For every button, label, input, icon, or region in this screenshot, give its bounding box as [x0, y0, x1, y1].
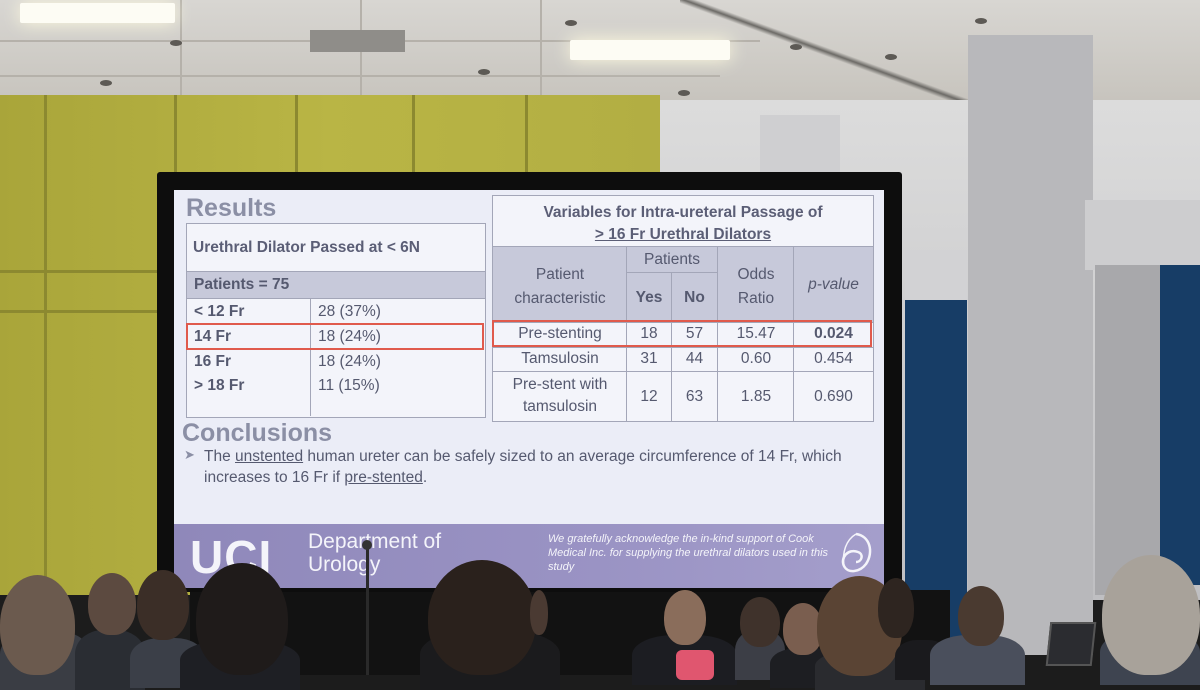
- pillar: [905, 250, 967, 305]
- conclusions-title: Conclusions: [182, 419, 333, 447]
- cell: 0.690: [814, 388, 853, 405]
- col-no: No: [684, 289, 705, 306]
- col-characteristic: Patient characteristic: [514, 266, 606, 307]
- table-row: > 18 Fr 11 (15%): [194, 377, 380, 394]
- cell: 0.024: [814, 325, 853, 342]
- acknowledgement-text: We gratefully acknowledge the in-kind su…: [548, 533, 829, 573]
- col-p: p-value: [808, 276, 859, 293]
- cell: 63: [685, 388, 704, 405]
- highlight-box: [186, 323, 484, 350]
- ceiling-light: [20, 3, 175, 23]
- arrow-bullet-icon: ➤: [184, 447, 195, 462]
- pillar: [1095, 265, 1160, 595]
- col-yes: Yes: [635, 289, 663, 306]
- cell: 57: [685, 325, 704, 342]
- table-row: < 12 Fr 28 (37%): [194, 303, 381, 320]
- blue-wall-panel: [1160, 265, 1200, 585]
- presentation-slide: Results Urethral Dilator Passed at < 6N …: [174, 190, 884, 588]
- cell: 15.47: [736, 325, 776, 342]
- conclusion-text: The unstented human ureter can be safely…: [204, 448, 842, 486]
- col-odds: Odds Ratio: [737, 266, 775, 307]
- right-table: Variables for Intra-ureteral Passage of …: [492, 195, 874, 422]
- microphone-head: [362, 540, 372, 550]
- row-name: Pre-stenting: [518, 325, 602, 342]
- cell: 18: [640, 325, 658, 342]
- cell: 1.85: [740, 388, 772, 405]
- cell: 12: [640, 388, 658, 405]
- cell: 44: [685, 350, 704, 367]
- results-title: Results: [186, 194, 277, 222]
- row-name: Tamsulosin: [521, 350, 599, 367]
- cell: 31: [640, 350, 658, 367]
- department-name: Department of Urology: [308, 530, 442, 576]
- cell: 0.454: [814, 350, 853, 367]
- highlight-box: [492, 320, 872, 347]
- table-row: 14 Fr 18 (24%): [194, 328, 381, 345]
- cell: 0.60: [740, 350, 772, 367]
- laptop-icon: [1045, 622, 1097, 666]
- table-row: 16 Fr 18 (24%): [194, 353, 381, 370]
- left-table: Urethral Dilator Passed at < 6N Patients…: [186, 223, 486, 418]
- left-table-header: Urethral Dilator Passed at < 6N: [193, 239, 420, 256]
- shell-logo-icon: [841, 532, 872, 573]
- right-table-title: Variables for Intra-ureteral Passage of …: [543, 204, 823, 243]
- patients-label: Patients = 75: [194, 276, 290, 293]
- pillar: [1085, 200, 1200, 270]
- pillar: [760, 115, 840, 175]
- slide-footer: UCI Department of Urology We gratefully …: [174, 524, 884, 588]
- microphone: [366, 545, 369, 675]
- row-name: Pre-stent with tamsulosin: [512, 376, 608, 415]
- pillar: [968, 35, 1093, 655]
- col-patients: Patients: [643, 251, 700, 268]
